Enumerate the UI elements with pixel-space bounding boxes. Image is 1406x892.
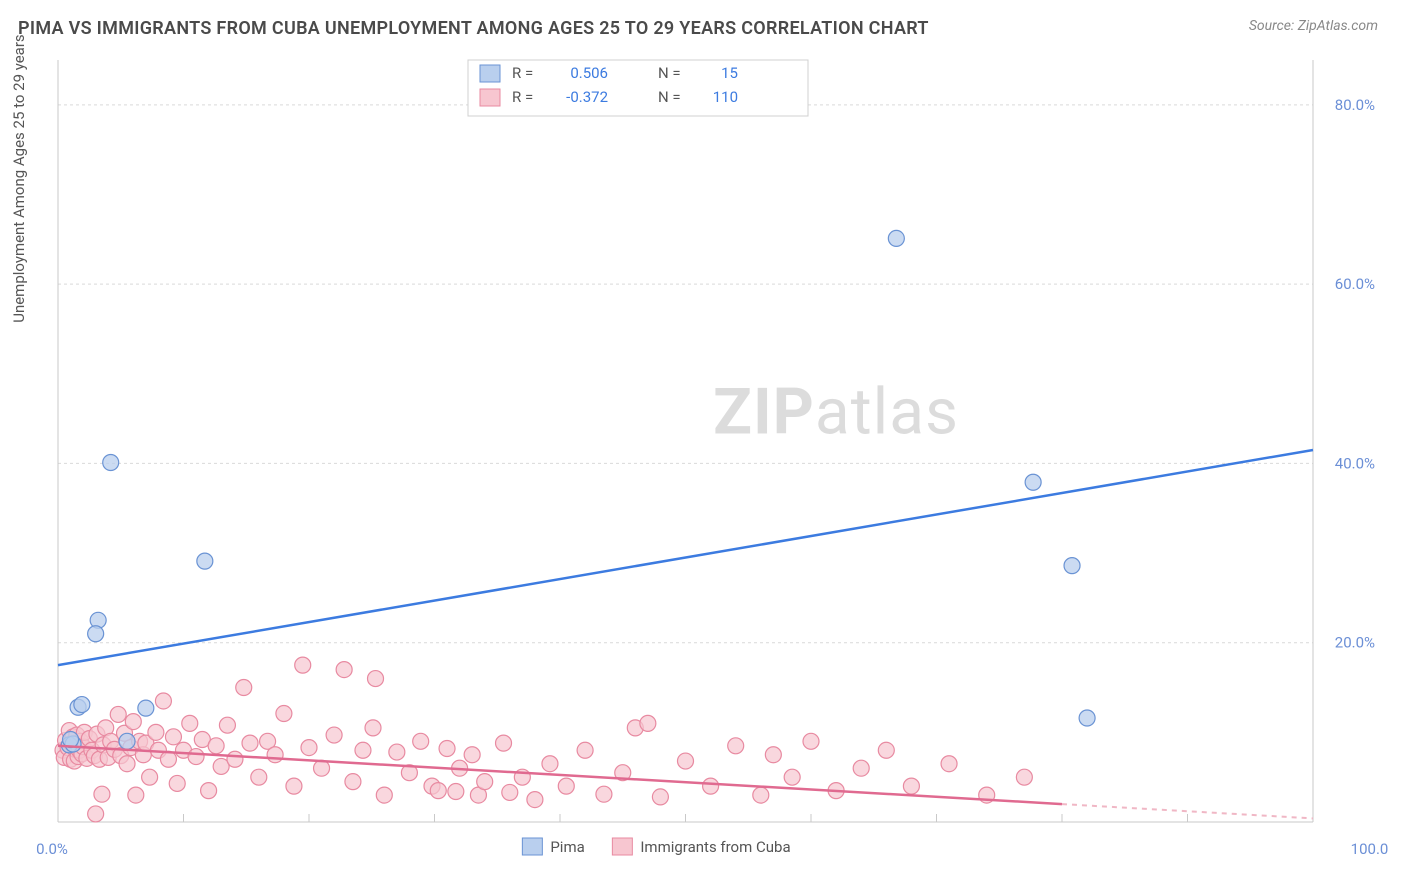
data-point — [336, 662, 352, 678]
legend-n-value: 110 — [713, 88, 738, 106]
data-point — [439, 740, 455, 756]
legend-swatch — [480, 89, 500, 106]
x-min-label: 0.0% — [36, 840, 68, 858]
data-point — [527, 792, 543, 808]
data-point — [267, 747, 283, 763]
data-point — [138, 700, 154, 716]
legend-swatch — [522, 838, 542, 855]
data-point — [464, 747, 480, 763]
data-point — [413, 733, 429, 749]
data-point — [169, 775, 185, 791]
legend-r-label: R = — [512, 88, 533, 106]
data-point — [878, 742, 894, 758]
data-point — [853, 760, 869, 776]
data-point — [502, 784, 518, 800]
data-point — [125, 714, 141, 730]
source-attribution: Source: ZipAtlas.com — [1249, 18, 1378, 34]
data-point — [477, 774, 493, 790]
data-point — [765, 747, 781, 763]
data-point — [142, 769, 158, 785]
data-point — [430, 783, 446, 799]
data-point — [542, 756, 558, 772]
data-point — [1016, 769, 1032, 785]
data-point — [652, 789, 668, 805]
data-point — [753, 787, 769, 803]
y-tick-label: 60.0% — [1335, 275, 1375, 293]
data-point — [295, 657, 311, 673]
data-point — [345, 774, 361, 790]
data-point — [941, 756, 957, 772]
data-point — [119, 733, 135, 749]
legend-series-label: Immigrants from Cuba — [640, 838, 790, 856]
data-point — [219, 717, 235, 733]
data-point — [355, 742, 371, 758]
legend-series-label: Pima — [550, 838, 584, 856]
watermark: ZIPatlas — [713, 374, 959, 449]
legend-r-value: -0.372 — [566, 88, 608, 106]
data-point — [1025, 474, 1041, 490]
data-point — [155, 693, 171, 709]
data-point — [227, 751, 243, 767]
correlation-scatter-chart: 20.0% 40.0% 60.0% 80.0% ZIPatlas R = 0.506 N = 1… — [18, 50, 1388, 884]
data-point — [596, 786, 612, 802]
y-tick-label: 20.0% — [1335, 634, 1375, 652]
data-point — [368, 671, 384, 687]
y-tick-label: 80.0% — [1335, 96, 1375, 114]
data-point — [728, 738, 744, 754]
legend-swatch — [480, 65, 500, 82]
data-point — [888, 230, 904, 246]
data-point — [88, 806, 104, 822]
regression-line — [58, 450, 1313, 665]
data-point — [74, 697, 90, 713]
data-point — [640, 715, 656, 731]
data-point — [242, 735, 258, 751]
data-point — [188, 749, 204, 765]
x-max-label: 100.0% — [1351, 840, 1388, 858]
legend-r-label: R = — [512, 64, 533, 82]
data-point — [286, 778, 302, 794]
y-tick-label: 40.0% — [1335, 454, 1375, 472]
y-axis-label: Unemployment Among Ages 25 to 29 years — [10, 34, 28, 322]
data-point — [365, 720, 381, 736]
data-point — [1064, 558, 1080, 574]
data-point — [201, 783, 217, 799]
data-point — [236, 680, 252, 696]
data-point — [376, 787, 392, 803]
data-point — [197, 553, 213, 569]
data-point — [389, 744, 405, 760]
data-point — [496, 735, 512, 751]
legend-r-value: 0.506 — [570, 64, 608, 82]
data-point — [110, 706, 126, 722]
data-point — [301, 740, 317, 756]
data-point — [448, 784, 464, 800]
data-point — [251, 769, 267, 785]
data-point — [103, 455, 119, 471]
data-point — [1079, 710, 1095, 726]
data-point — [577, 742, 593, 758]
data-point — [165, 729, 181, 745]
data-point — [148, 724, 164, 740]
data-point — [903, 778, 919, 794]
data-point — [326, 727, 342, 743]
data-point — [803, 733, 819, 749]
legend-n-label: N = — [658, 64, 681, 82]
data-point — [208, 738, 224, 754]
data-point — [784, 769, 800, 785]
chart-title: PIMA VS IMMIGRANTS FROM CUBA UNEMPLOYMEN… — [18, 18, 929, 39]
data-point — [182, 715, 198, 731]
legend-n-label: N = — [658, 88, 681, 106]
data-point — [276, 706, 292, 722]
data-point — [558, 778, 574, 794]
legend-swatch — [612, 838, 632, 855]
data-point — [678, 753, 694, 769]
legend-n-value: 15 — [721, 64, 738, 82]
data-point — [128, 787, 144, 803]
data-point — [94, 786, 110, 802]
data-point — [119, 756, 135, 772]
data-point — [88, 626, 104, 642]
data-point — [703, 778, 719, 794]
